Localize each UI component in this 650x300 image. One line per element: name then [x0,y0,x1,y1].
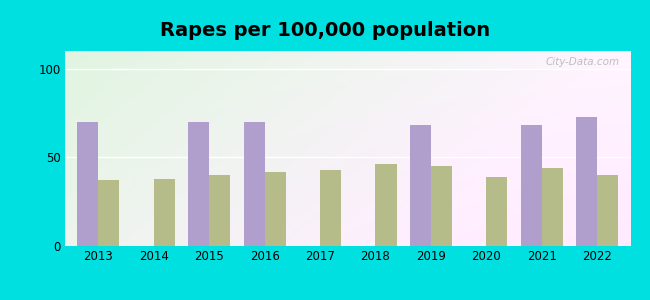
Bar [376,164,396,246]
Bar [77,122,98,246]
Bar [542,168,563,246]
Bar [188,122,209,246]
Bar [98,180,120,246]
Bar [431,166,452,246]
Bar [153,178,175,246]
Bar [265,172,285,246]
Bar [486,177,508,246]
Bar [244,122,265,246]
Text: City-Data.com: City-Data.com [545,57,619,67]
Text: Rapes per 100,000 population: Rapes per 100,000 population [160,21,490,40]
Bar [597,175,618,246]
Bar [521,125,542,246]
Bar [320,170,341,246]
Bar [410,125,431,246]
Bar [576,117,597,246]
Bar [209,175,230,246]
